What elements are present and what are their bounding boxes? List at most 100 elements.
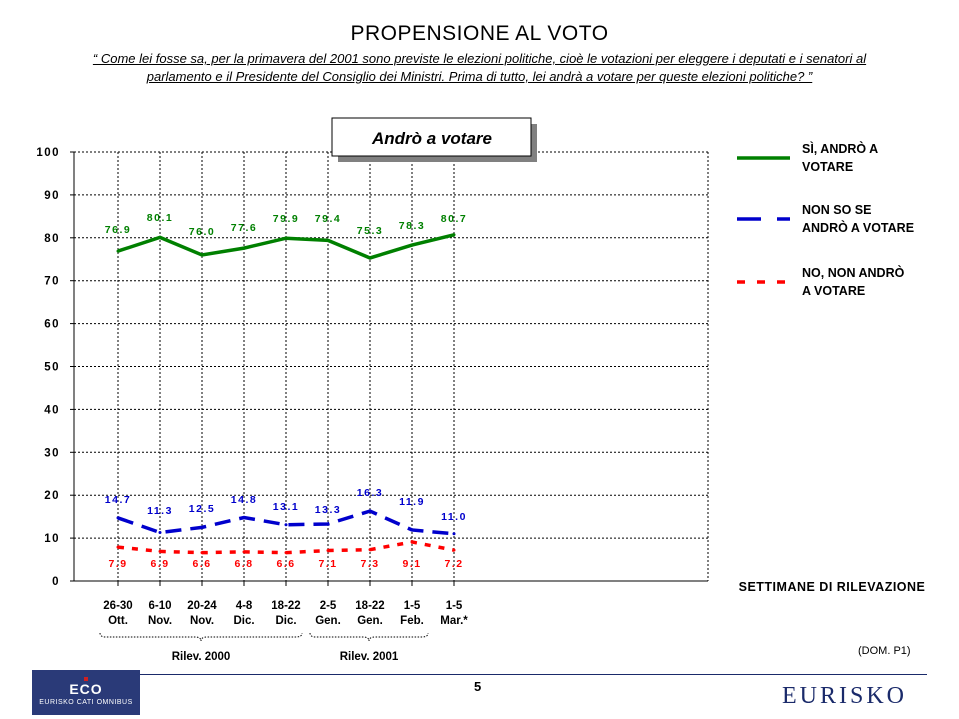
data-label: 80.7: [441, 213, 467, 225]
data-point: [200, 551, 204, 555]
data-point: [368, 548, 372, 552]
data-label: 11.0: [441, 511, 467, 523]
data-point: [158, 549, 162, 553]
data-point: [452, 548, 456, 552]
data-label: 79.9: [273, 213, 299, 225]
data-point: [200, 525, 204, 529]
data-label: 79.4: [315, 213, 341, 225]
x-tick-label: Ott.: [108, 615, 128, 627]
y-tick-label: 100: [36, 147, 60, 159]
data-point: [284, 551, 288, 555]
data-point: [368, 256, 372, 260]
data-point: [158, 235, 162, 239]
question-text-line-2: parlamento e il Presidente del Consiglio…: [146, 69, 813, 84]
data-label: 76.9: [105, 224, 131, 236]
data-point: [326, 549, 330, 553]
legend-label-2: ANDRÒ A VOTARE: [802, 220, 914, 235]
data-label: 6.9: [150, 558, 169, 570]
x-tick-label: Nov.: [190, 615, 214, 627]
data-point: [326, 522, 330, 526]
y-tick-label: 0: [52, 576, 60, 588]
x-tick-label: Mar.*: [440, 615, 468, 627]
data-label: 7.9: [108, 558, 127, 570]
group-label: Rilev. 2000: [172, 651, 231, 663]
data-label: 7.1: [318, 558, 337, 570]
data-point: [410, 528, 414, 532]
x-tick-label: 4-8: [236, 600, 253, 612]
x-tick-label: 6-10: [148, 600, 171, 612]
data-label: 75.3: [357, 225, 383, 237]
data-point: [410, 243, 414, 247]
data-label: 7.2: [444, 558, 463, 570]
data-label: 7.3: [360, 558, 379, 570]
data-point: [410, 540, 414, 544]
series-line-3: [117, 540, 455, 555]
x-tick-label: 18-22: [355, 600, 384, 612]
x-tick-label: Feb.: [400, 615, 424, 627]
legend-label-3: A VOTARE: [802, 284, 865, 298]
eco-logo-subtitle: EURISKO CATI OMNIBUS: [39, 699, 133, 706]
eco-logo: ECO EURISKO CATI OMNIBUS: [32, 670, 140, 715]
data-label: 14.7: [105, 494, 131, 506]
data-label: 78.3: [399, 220, 425, 232]
page-number: 5: [474, 679, 482, 694]
data-label: 16.3: [357, 487, 383, 499]
x-tick-label: 20-24: [187, 600, 217, 612]
data-point: [242, 550, 246, 554]
x-axis-title: SETTIMANE DI RILEVAZIONE: [739, 580, 926, 594]
data-point: [116, 545, 120, 549]
legend-label-1: VOTARE: [802, 160, 853, 174]
eco-logo-title: ECO: [69, 681, 103, 697]
data-point: [284, 236, 288, 240]
x-tick-label: 2-5: [320, 600, 337, 612]
data-label: 9.1: [402, 558, 421, 570]
data-point: [158, 531, 162, 535]
data-label: 13.3: [315, 504, 341, 516]
group-label: Rilev. 2001: [340, 651, 399, 663]
footer-divider: [140, 674, 927, 675]
data-label: 11.3: [147, 505, 173, 517]
group-brace: [309, 632, 429, 642]
data-label: 77.6: [231, 222, 257, 234]
data-label: 6.6: [192, 558, 211, 570]
group-brace: [99, 632, 303, 642]
y-tick-label: 20: [44, 490, 60, 502]
data-point: [452, 233, 456, 237]
eco-logo-dot: [84, 677, 88, 681]
y-tick-label: 70: [44, 276, 60, 288]
data-point: [242, 516, 246, 520]
data-point: [200, 253, 204, 257]
y-tick-label: 10: [44, 533, 60, 545]
data-label: 11.9: [399, 496, 425, 508]
data-label: 14.8: [231, 494, 257, 506]
data-point: [452, 532, 456, 536]
legend-label-2: NON SO SE: [802, 203, 871, 217]
x-tick-label: 18-22: [271, 600, 300, 612]
data-point: [368, 509, 372, 513]
data-label: 6.8: [234, 558, 253, 570]
legend-label-3: NO, NON ANDRÒ: [802, 265, 905, 280]
y-tick-label: 50: [44, 362, 60, 374]
x-tick-label: 1-5: [446, 600, 463, 612]
chart-title-box: [331, 117, 532, 157]
x-tick-label: 26-30: [103, 600, 132, 612]
x-tick-label: Dic.: [233, 615, 254, 627]
data-point: [242, 246, 246, 250]
question-reference: (DOM. P1): [858, 645, 911, 657]
y-tick-label: 40: [44, 404, 60, 416]
data-label: 80.1: [147, 212, 173, 224]
data-point: [284, 523, 288, 527]
data-point: [326, 238, 330, 242]
data-point: [116, 516, 120, 520]
y-tick-label: 80: [44, 233, 60, 245]
eurisko-logo: EURISKO: [782, 683, 908, 709]
y-tick-label: 30: [44, 447, 60, 459]
x-tick-label: Gen.: [357, 615, 383, 627]
data-label: 6.6: [276, 558, 295, 570]
x-tick-label: Dic.: [275, 615, 296, 627]
x-tick-label: Gen.: [315, 615, 341, 627]
y-tick-label: 90: [44, 190, 60, 202]
x-tick-label: Nov.: [148, 615, 172, 627]
page-title: PROPENSIONE AL VOTO: [350, 22, 609, 45]
